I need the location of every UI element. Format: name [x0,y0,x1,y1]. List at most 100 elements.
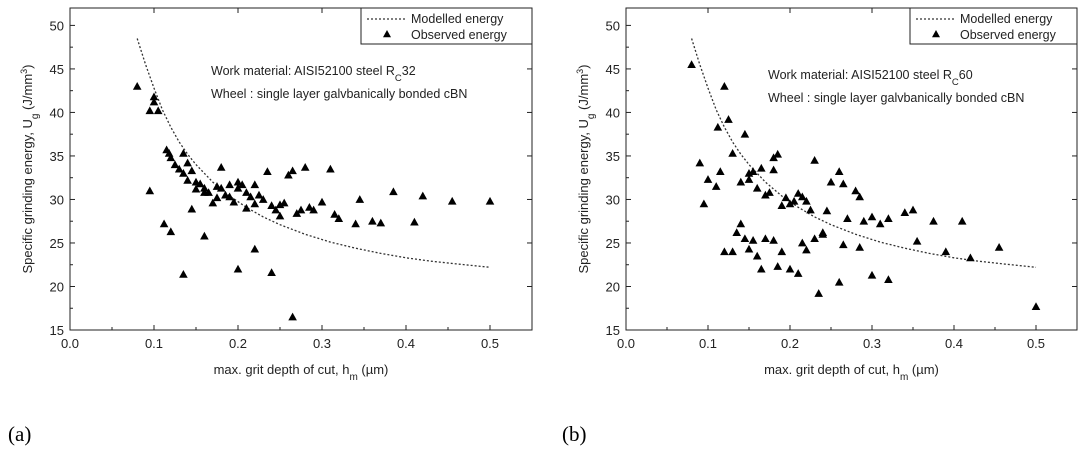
observed-point [204,188,213,196]
observed-point [305,202,314,211]
x-tick-label: 0.5 [1027,336,1045,351]
y-tick-label: 40 [50,105,64,120]
x-tick-label: 0.1 [699,336,717,351]
observed-point [145,186,155,195]
observed-point [288,166,297,175]
observed-point [166,153,176,162]
observed-point [389,187,398,196]
observed-point [233,264,243,273]
observed-point [834,277,844,286]
observed-point [376,218,386,227]
legend-triangle-swatch [383,30,391,38]
observed-point [851,186,860,195]
x-tick-label: 0.3 [863,336,881,351]
observed-point [839,179,848,188]
observed-point [785,264,795,273]
observed-point [761,234,770,243]
observed-point [179,149,188,157]
observed-point [695,158,705,167]
panel-label-a: (a) [8,422,32,446]
legend-box [360,7,533,45]
y-tick-label: 25 [50,236,64,251]
observed-point [777,247,787,256]
observed-point [200,231,209,240]
observed-point [793,269,803,277]
observed-point [802,196,811,205]
observed-point [748,236,758,244]
observed-point [806,205,815,214]
observed-point [183,158,192,167]
observed-point [334,214,344,223]
observed-point [875,219,885,228]
observed-point [810,155,819,164]
y-tick-label: 25 [606,236,620,251]
observed-point [884,275,893,283]
x-tick-label: 0.2 [229,336,247,351]
observed-point [159,219,169,228]
observed-point [884,214,893,223]
observed-point [296,205,306,214]
observed-point [810,234,819,243]
observed-point [191,184,201,193]
observed-point [728,247,737,256]
observed-point [818,229,828,238]
observed-point [855,243,864,251]
observed-point [781,193,791,202]
y-axis-label: Specific grinding energy, Ug (J/mm3) [19,64,41,273]
observed-point [769,165,778,174]
y-tick-label: 20 [606,279,620,294]
observed-point [149,97,159,106]
y-tick-label: 45 [50,62,64,77]
observed-point [187,166,197,175]
observed-point [798,238,807,247]
observed-point [834,167,844,176]
observed-point [216,183,226,192]
observed-point [179,270,188,278]
observed-point [839,240,848,249]
observed-point [200,183,209,192]
x-tick-label: 0.5 [481,336,499,351]
annotation-wheel: Wheel : single layer galvbanically bonde… [768,91,1024,105]
observed-point [761,190,770,199]
observed-point [941,247,951,256]
x-tick-label: 0.4 [397,336,415,351]
observed-point [736,219,746,228]
observed-point [410,217,419,226]
observed-point [212,193,222,202]
observed-point [752,251,762,260]
y-axis-label: Specific grinding energy, Ug (J/mm3) [575,64,597,273]
annotation-work-material: Work material: AISI52100 steel RC60 [768,68,973,88]
observed-point [351,219,360,228]
chart-a: 15 20 25 30 35 40 45 50 0.0 0.1 0.2 0.3 0.4 0.5 max. g… [19,7,533,383]
observed-point [166,227,176,236]
observed-energy-points [687,60,1041,310]
observed-point [250,244,260,253]
observed-point [713,122,723,131]
observed-point [485,196,495,205]
observed-point [687,60,696,69]
observed-point [757,163,766,172]
observed-point [254,190,264,199]
observed-point [785,199,795,208]
x-axis-label: max. grit depth of cut, hm (µm) [764,362,939,383]
y-tick-label: 15 [606,323,620,338]
x-tick-label: 0.2 [781,336,799,351]
observed-point [728,149,737,157]
observed-point [736,177,746,186]
plot-frame [69,7,533,331]
observed-point [174,164,184,173]
legend-label-observed: Observed energy [411,28,508,42]
observed-point [994,243,1004,251]
y-tick-label: 40 [606,105,620,120]
observed-point [699,199,709,208]
observed-point [170,160,180,169]
observed-point [267,201,276,209]
observed-point [271,205,281,214]
observed-point [929,216,938,225]
observed-point [732,228,741,236]
chart-b: 15 20 25 30 35 40 45 50 0.0 0.1 0.2 0.3 0.4 0.5 max. g… [575,7,1078,383]
observed-point [292,209,302,217]
observed-point [773,262,782,270]
observed-point [789,196,799,205]
observed-point [145,106,155,115]
